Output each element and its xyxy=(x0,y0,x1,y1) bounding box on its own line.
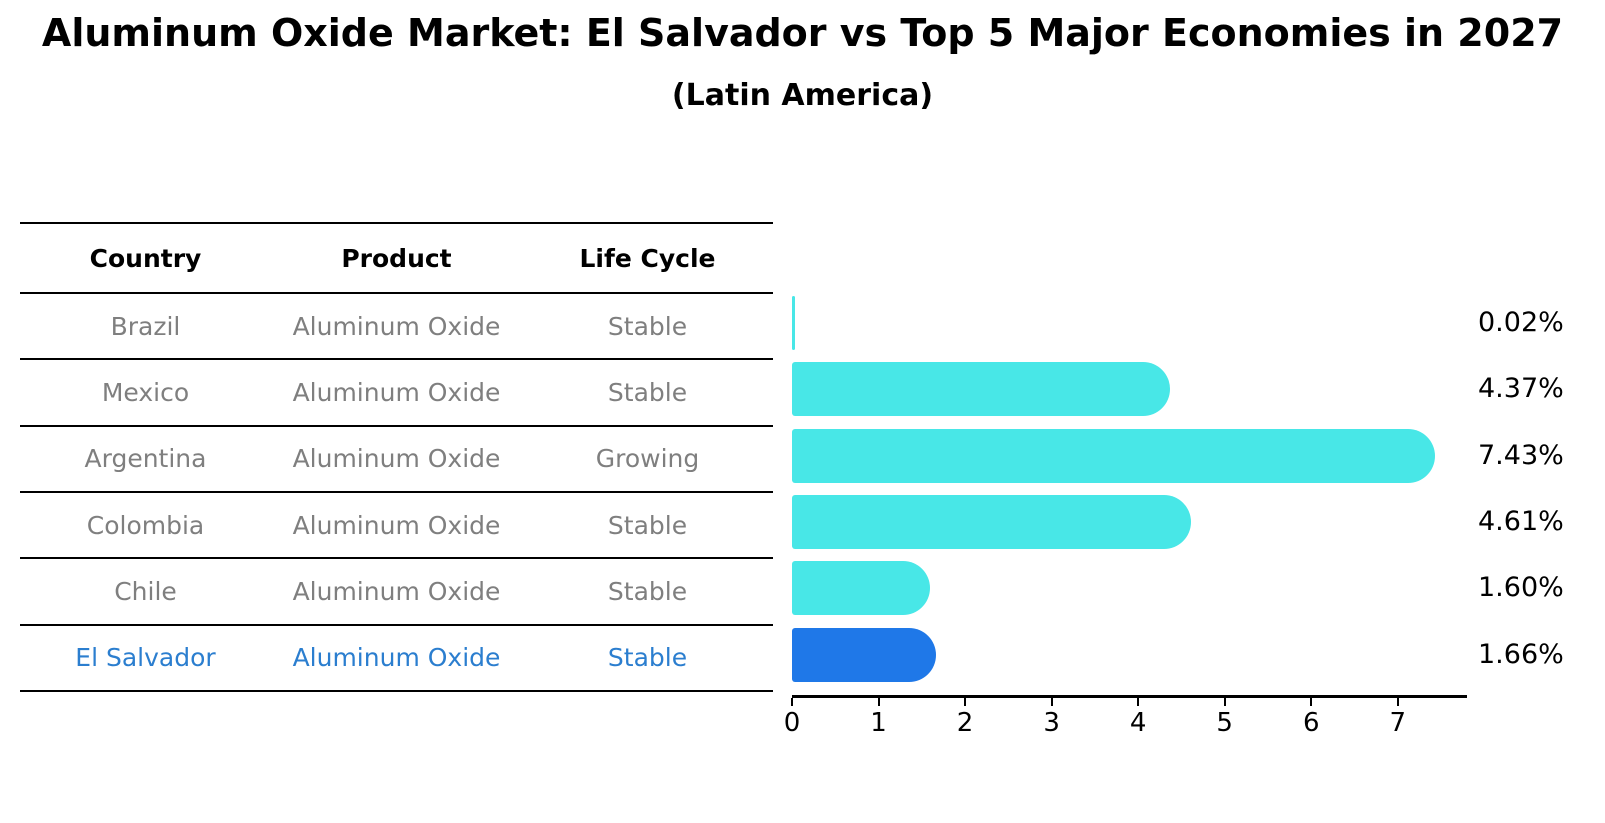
chart-title: Aluminum Oxide Market: El Salvador vs To… xyxy=(41,11,1564,55)
cell-country: Brazil xyxy=(110,311,181,341)
value-label: 7.43% xyxy=(1478,439,1564,471)
value-label: 1.60% xyxy=(1478,572,1564,604)
value-label: 1.66% xyxy=(1478,638,1564,670)
comparison-table: Country Product Life Cycle Brazil Aluminu… xyxy=(20,222,773,692)
bar-chart-area: 0.02% 4.37% 7.43% 4.61% 1.60% 1.66% xyxy=(792,290,1605,688)
x-axis-tick-label: 5 xyxy=(1216,708,1233,738)
cell-country: Chile xyxy=(114,576,177,606)
x-axis-line xyxy=(792,695,1467,698)
bar-chile xyxy=(792,561,931,616)
cell-country: El Salvador xyxy=(75,643,216,673)
cell-product: Aluminum Oxide xyxy=(292,377,501,407)
value-label: 4.37% xyxy=(1478,373,1564,405)
x-axis-tick-label: 0 xyxy=(783,708,801,738)
cell-country: Argentina xyxy=(84,444,207,474)
x-axis-tick xyxy=(877,698,880,706)
bar-el-salvador xyxy=(792,627,936,682)
bar-brazil xyxy=(792,296,795,351)
table-row: Argentina Aluminum Oxide Growing xyxy=(20,427,773,493)
table-body: Brazil Aluminum Oxide Stable Mexico Aluminum… xyxy=(20,294,773,692)
cell-life-cycle: Stable xyxy=(607,510,688,540)
x-axis-tick-label: 6 xyxy=(1302,708,1320,738)
table-header-row: Country Product Life Cycle xyxy=(20,224,773,294)
cell-product: Aluminum Oxide xyxy=(292,444,501,474)
x-axis-tick xyxy=(1223,698,1226,706)
cell-product: Aluminum Oxide xyxy=(292,576,501,606)
table-row: Chile Aluminum Oxide Stable xyxy=(20,559,773,626)
x-axis-tick xyxy=(1050,698,1053,706)
bar-mexico xyxy=(792,362,1171,417)
column-header-product: Product xyxy=(341,243,452,273)
cell-life-cycle: Stable xyxy=(607,377,688,407)
value-label: 0.02% xyxy=(1478,307,1564,339)
value-label: 4.61% xyxy=(1478,506,1564,538)
cell-product: Aluminum Oxide xyxy=(292,643,501,673)
cell-country: Mexico xyxy=(101,377,190,407)
cell-life-cycle: Stable xyxy=(607,643,688,673)
x-axis-tick-label: 2 xyxy=(956,708,974,738)
table-row: Colombia Aluminum Oxide Stable xyxy=(20,493,773,560)
x-axis-tick xyxy=(964,698,967,706)
x-axis-tick-label: 3 xyxy=(1043,708,1060,738)
table-row: Mexico Aluminum Oxide Stable xyxy=(20,360,773,427)
cell-life-cycle: Stable xyxy=(607,311,688,341)
cell-product: Aluminum Oxide xyxy=(292,510,501,540)
cell-life-cycle: Stable xyxy=(607,576,688,606)
x-axis-tick-label: 7 xyxy=(1389,708,1407,738)
x-axis-tick-label: 4 xyxy=(1129,708,1147,738)
table-row: Brazil Aluminum Oxide Stable xyxy=(20,294,773,361)
x-axis-tick-label: 1 xyxy=(870,708,887,738)
column-header-country: Country xyxy=(89,243,202,273)
x-axis-tick xyxy=(1137,698,1140,706)
cell-product: Aluminum Oxide xyxy=(292,311,501,341)
x-axis-tick xyxy=(791,698,793,706)
x-axis-tick xyxy=(1310,698,1313,706)
cell-country: Colombia xyxy=(86,510,205,540)
table-row: El Salvador Aluminum Oxide Stable xyxy=(20,626,773,692)
column-header-life-cycle: Life Cycle xyxy=(579,243,716,273)
bar-colombia xyxy=(792,495,1191,550)
cell-life-cycle: Growing xyxy=(595,444,700,474)
x-axis: 0 1 2 3 4 5 6 7 xyxy=(784,695,1467,745)
bar-argentina xyxy=(792,428,1435,483)
x-axis-tick xyxy=(1396,698,1399,706)
chart-subtitle: (Latin America) xyxy=(671,78,934,113)
